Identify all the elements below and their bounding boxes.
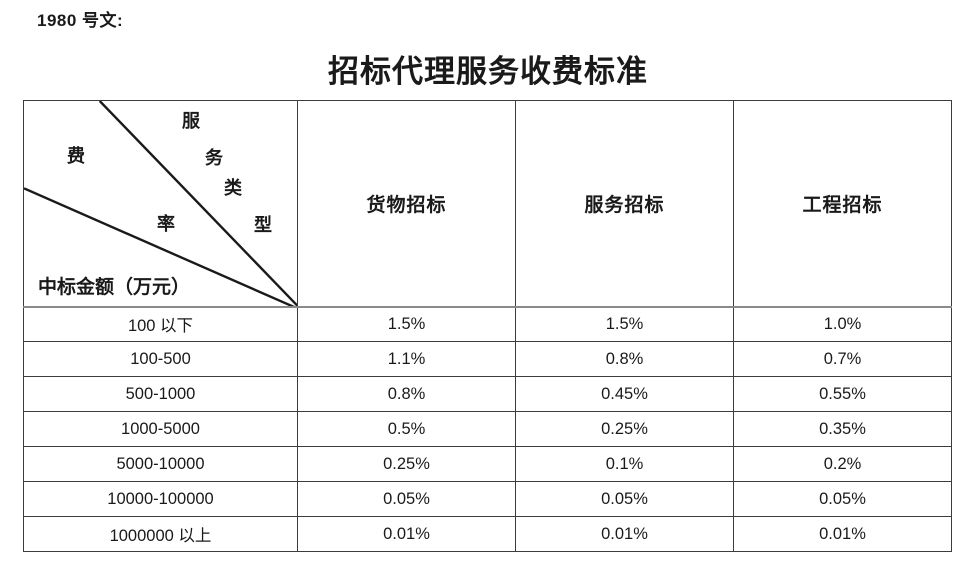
rate-cell: 0.01% xyxy=(297,516,516,552)
column-header-service-bidding: 服务招标 xyxy=(515,100,734,308)
rate-cell: 0.1% xyxy=(515,446,734,482)
corner-label-service-char-3: 类 xyxy=(224,178,242,198)
rate-cell: 0.05% xyxy=(515,481,734,517)
table-row: 1000-5000 0.5% 0.25% 0.35% xyxy=(23,411,952,447)
rate-cell: 0.5% xyxy=(297,411,516,447)
table-header-row: 服 务 类 型 费 率 中标金额（万元） 货物招标 服务招标 工程招标 xyxy=(23,100,952,308)
table-row: 5000-10000 0.25% 0.1% 0.2% xyxy=(23,446,952,482)
rate-cell: 0.35% xyxy=(733,411,952,447)
table-row: 1000000 以上 0.01% 0.01% 0.01% xyxy=(23,516,952,552)
rate-cell: 0.05% xyxy=(297,481,516,517)
corner-label-fee: 费 xyxy=(67,146,85,166)
amount-range-cell: 1000000 以上 xyxy=(23,516,298,552)
amount-range-cell: 100-500 xyxy=(23,341,298,377)
corner-label-bid-amount: 中标金额（万元） xyxy=(38,276,191,298)
rate-cell: 0.55% xyxy=(733,376,952,412)
rate-cell: 0.25% xyxy=(515,411,734,447)
table-row: 10000-100000 0.05% 0.05% 0.05% xyxy=(23,481,952,517)
rate-cell: 0.45% xyxy=(515,376,734,412)
rate-cell: 0.8% xyxy=(515,341,734,377)
corner-label-rate: 率 xyxy=(157,214,175,234)
column-header-goods-bidding: 货物招标 xyxy=(297,100,516,308)
amount-range-cell: 5000-10000 xyxy=(23,446,298,482)
corner-label-service-char-4: 型 xyxy=(254,215,272,235)
table-row: 100-500 1.1% 0.8% 0.7% xyxy=(23,341,952,377)
rate-cell: 1.5% xyxy=(297,306,516,342)
amount-range-cell: 100 以下 xyxy=(23,306,298,342)
corner-label-service-char-1: 服 xyxy=(182,111,200,131)
rate-cell: 0.01% xyxy=(733,516,952,552)
rate-cell: 0.2% xyxy=(733,446,952,482)
rate-cell: 0.01% xyxy=(515,516,734,552)
rate-cell: 1.1% xyxy=(297,341,516,377)
rate-cell: 0.25% xyxy=(297,446,516,482)
rate-cell: 0.7% xyxy=(733,341,952,377)
page-title: 招标代理服务收费标准 xyxy=(328,54,648,89)
rate-cell: 1.5% xyxy=(515,306,734,342)
table-row: 500-1000 0.8% 0.45% 0.55% xyxy=(23,376,952,412)
corner-label-service-char-2: 务 xyxy=(205,148,223,168)
rate-cell: 0.8% xyxy=(297,376,516,412)
rate-cell: 0.05% xyxy=(733,481,952,517)
table-row: 100 以下 1.5% 1.5% 1.0% xyxy=(23,306,952,342)
amount-range-cell: 1000-5000 xyxy=(23,411,298,447)
diagonal-split-lines xyxy=(24,101,297,306)
diagonal-corner-cell: 服 务 类 型 费 率 中标金额（万元） xyxy=(23,100,298,308)
amount-range-cell: 10000-100000 xyxy=(23,481,298,517)
fee-standard-table: 服 务 类 型 费 率 中标金额（万元） 货物招标 服务招标 工程招标 100 … xyxy=(23,100,952,552)
column-header-engineering-bidding: 工程招标 xyxy=(733,100,952,308)
doc-number: 1980 号文: xyxy=(37,11,124,30)
rate-cell: 1.0% xyxy=(733,306,952,342)
amount-range-cell: 500-1000 xyxy=(23,376,298,412)
